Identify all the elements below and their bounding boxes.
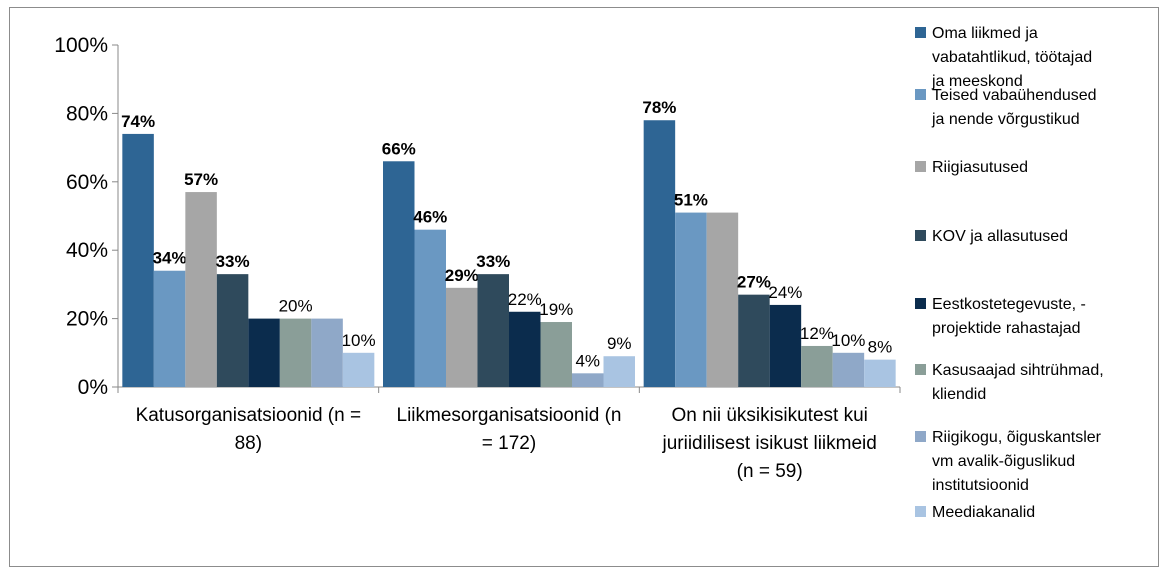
legend-label: Riigiasutused [932,159,1028,176]
legend-label: KOV ja allasutused [932,228,1068,245]
category-label: juriidilisest isikust liikmeid [662,433,877,454]
data-label: 12% [800,324,834,343]
bar [864,359,896,387]
category-label: Katusorganisatsioonid (n = [136,405,362,426]
data-label: 33% [476,252,510,271]
bar [446,287,478,387]
data-label: 34% [153,249,187,268]
legend-swatch [915,364,926,375]
legend-label: institutsioonid [932,477,1029,494]
legend-label: ja nende võrgustikud [931,111,1080,128]
bar [414,229,446,387]
data-label: 27% [737,273,771,292]
legend-label: Eestkostetegevuste, - [932,296,1086,313]
category-label: Liikmesorganisatsioonid (n [397,405,622,426]
legend-label: Kasusaajad sihtrühmad, [932,362,1104,379]
legend-swatch [915,230,926,241]
data-label: 66% [382,139,416,158]
legend-swatch [915,431,926,442]
legend-swatch [915,298,926,309]
y-tick-label: 0% [78,376,108,399]
bar [311,318,343,387]
y-tick-label: 20% [66,308,108,331]
bar [572,373,604,387]
bar [216,274,249,387]
legend-swatch [915,89,926,100]
legend-label: vm avalik-õiguslikud [932,453,1075,470]
bar [153,270,186,387]
bar [675,212,707,387]
category-label: 88) [235,433,262,454]
y-tick-label: 80% [66,102,108,125]
legend-swatch [915,506,926,517]
legend-label: Oma liikmed ja [932,25,1038,42]
data-label: 46% [413,208,447,227]
data-label: 10% [831,331,865,350]
legend-label: kliendid [932,386,986,403]
bar [248,318,280,387]
bar [832,352,865,387]
data-label: 22% [508,290,542,309]
bar [603,356,635,387]
bar [509,311,541,387]
legend-label: Meediakanalid [932,504,1035,521]
data-label: 78% [642,98,676,117]
category-label: = 172) [482,433,536,454]
data-label: 10% [342,331,376,350]
legend-swatch [915,161,926,172]
data-label: 57% [184,170,218,189]
bar [383,161,415,387]
bar [801,345,833,387]
legend-label: projektide rahastajad [932,320,1081,337]
data-label: 74% [121,112,155,131]
legend-label: Riigikogu, õiguskantsler [932,429,1102,446]
y-tick-label: 100% [54,34,108,57]
data-label: 4% [575,351,600,370]
bar [122,133,154,387]
bar [738,294,770,387]
bar [185,192,217,387]
bar [706,212,739,387]
y-tick-label: 60% [66,171,108,194]
data-label: 8% [868,338,893,357]
legend-label: ja meeskond [931,73,1023,90]
bar [540,322,572,387]
bar [643,120,676,388]
data-label: 33% [216,252,250,271]
legend-swatch [915,27,926,38]
bar [342,352,375,387]
bar [769,304,802,387]
data-label: 24% [768,283,802,302]
data-label: 29% [445,266,479,285]
data-label: 20% [279,297,313,316]
legend-label: vabatahtlikud, töötajad [932,49,1092,66]
bar [279,318,312,387]
data-label: 9% [607,334,632,353]
category-label: On nii üksikisikutest kui [671,405,867,426]
y-tick-label: 40% [66,239,108,262]
data-label: 19% [539,300,573,319]
bar [477,274,509,387]
legend-label: Teised vabaühendused [932,87,1097,104]
data-label: 51% [674,191,708,210]
category-label: (n = 59) [737,461,803,482]
